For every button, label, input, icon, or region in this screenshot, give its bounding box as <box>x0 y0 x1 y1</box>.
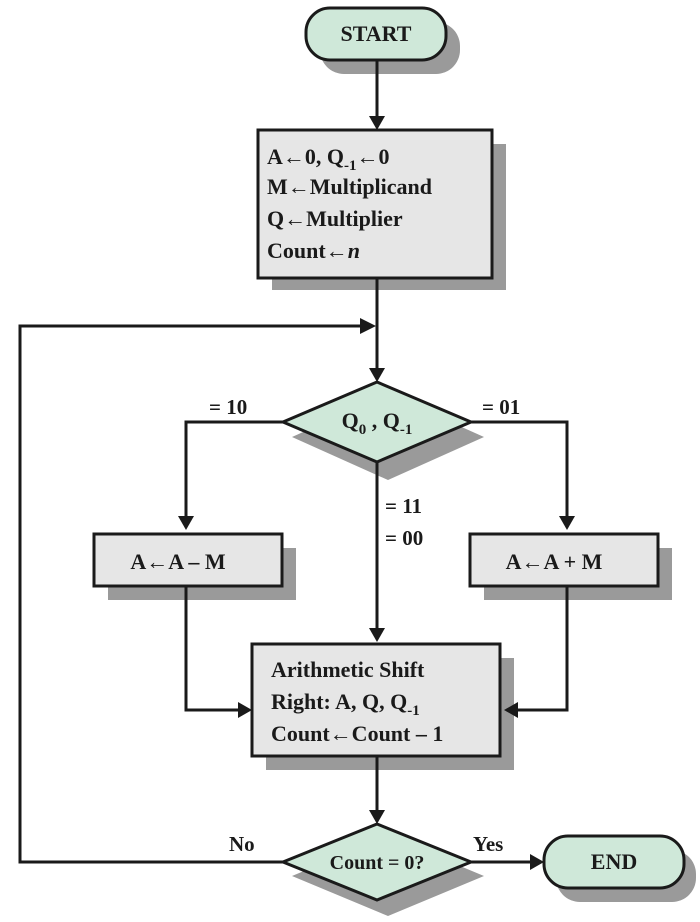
connector-right-branch <box>471 420 569 520</box>
arrowhead-sub-box <box>178 516 194 530</box>
label-eq-00: = 00 <box>385 526 423 550</box>
loop-back-connector <box>18 324 362 864</box>
shift-line-2: Right: A, Q, Q-1 <box>271 689 420 719</box>
decision1-label: Q0 , Q-1 <box>342 408 413 438</box>
decision-q0-q-1 <box>279 380 475 464</box>
init-line-4: Count←n <box>267 238 360 263</box>
arrowhead-init <box>369 116 385 130</box>
decision-count-zero <box>278 822 476 902</box>
arrowhead-decision2 <box>369 810 385 824</box>
init-line-1: A←0, Q-1←0 <box>267 144 390 174</box>
connector-sub-shift <box>184 586 242 712</box>
label-eq-11: = 11 <box>385 494 422 518</box>
end-terminal <box>542 834 686 890</box>
arrowhead-shift-mid <box>369 628 385 642</box>
label-eq-10: = 10 <box>209 395 247 419</box>
start-label: START <box>341 21 412 46</box>
arrowhead-add-box <box>559 516 575 530</box>
label-no: No <box>229 832 255 856</box>
subtract-box <box>92 532 284 588</box>
init-line-3: Q←Multiplier <box>267 206 403 231</box>
arrowhead-loop <box>360 318 376 334</box>
arrowhead-shift-right <box>504 702 518 718</box>
label-yes: Yes <box>473 832 503 856</box>
init-line-2: M←Multiplicand <box>267 174 432 199</box>
decision2-label: Count = 0? <box>330 852 425 874</box>
init-box <box>256 128 494 280</box>
connector-add-shift <box>514 586 569 712</box>
label-eq-01: = 01 <box>482 395 520 419</box>
shift-box <box>250 642 502 758</box>
shift-line-3: Count←Count – 1 <box>271 721 443 746</box>
arrowhead-shift-left <box>238 702 252 718</box>
shift-line-1: Arithmetic Shift <box>271 657 425 682</box>
start-terminal <box>304 6 448 62</box>
subtract-label: A←A – M <box>130 549 226 574</box>
add-label: A←A + M <box>506 549 603 574</box>
arrowhead-decision1 <box>369 368 385 382</box>
connector-left-branch <box>184 420 283 520</box>
arrowhead-end <box>530 854 544 870</box>
add-box <box>468 532 660 588</box>
end-label: END <box>591 849 637 874</box>
